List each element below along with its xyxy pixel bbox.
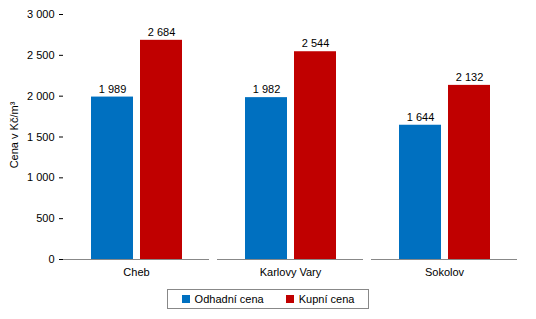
- html-text:Kupní cena: Kupní cena: [298, 293, 355, 305]
- svg-text:Karlovy Vary: Karlovy Vary: [260, 266, 322, 278]
- html-text:Odhadní cena: Odhadní cena: [194, 293, 264, 305]
- svg-text:1 989: 1 989: [99, 83, 127, 95]
- svg-text:500: 500: [36, 212, 54, 224]
- svg-text:2 500: 2 500: [27, 49, 55, 61]
- svg-text:Cheb: Cheb: [123, 266, 149, 278]
- svg-text:1 644: 1 644: [407, 111, 435, 123]
- svg-text:1 000: 1 000: [27, 171, 55, 183]
- svg-text:2 000: 2 000: [27, 90, 55, 102]
- svg-text:1 982: 1 982: [253, 83, 281, 95]
- svg-text:2 684: 2 684: [148, 26, 176, 38]
- svg-text:3 000: 3 000: [27, 8, 55, 20]
- svg-text:0: 0: [48, 253, 54, 265]
- svg-text:Sokolov: Sokolov: [425, 266, 465, 278]
- svg-text:2 132: 2 132: [456, 71, 484, 83]
- html-text:Cena v Kč/m³: Cena v Kč/m³: [8, 101, 20, 169]
- svg-text:2 544: 2 544: [302, 37, 330, 49]
- svg-text:1 500: 1 500: [27, 131, 55, 143]
